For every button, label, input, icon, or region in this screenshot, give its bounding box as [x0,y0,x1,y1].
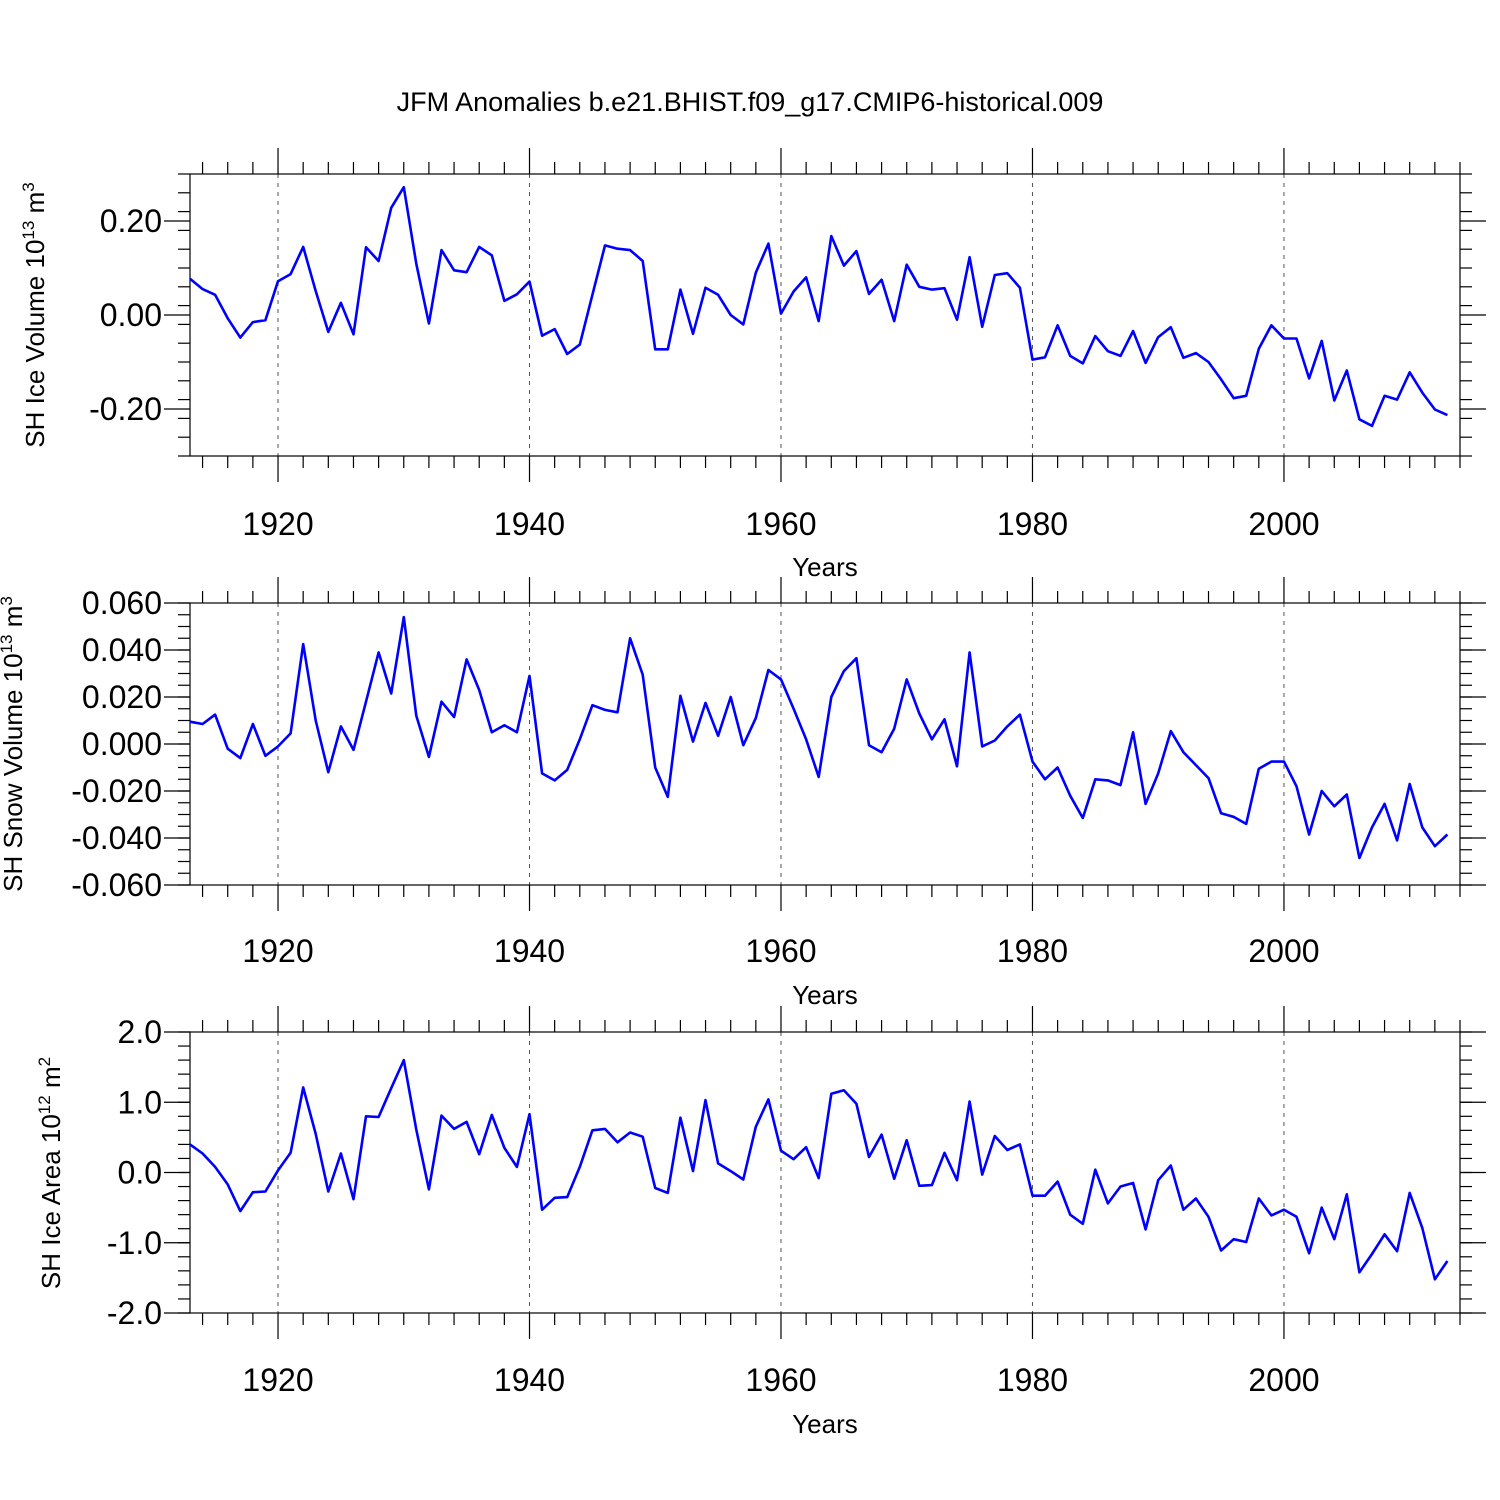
series-line-ice-volume [189,185,1448,428]
y-tick-label: 0.000 [82,726,162,762]
y-tick-label: 0.0 [118,1155,162,1191]
x-tick-label: 1940 [494,1362,565,1398]
x-tick-label: 1980 [997,506,1068,542]
x-tick-label: 2000 [1248,933,1319,969]
x-tick-label: 2000 [1248,1362,1319,1398]
x-tick-label: 2000 [1248,506,1319,542]
x-axis-label: Years [792,552,858,582]
series-line-ice-area [189,1058,1449,1281]
x-tick-label: 1940 [494,506,565,542]
x-tick-label: 1980 [997,1362,1068,1398]
x-tick-label: 1920 [242,933,313,969]
x-tick-label: 1980 [997,933,1068,969]
x-axis-label: Years [792,1409,858,1439]
y-tick-label: -0.020 [71,773,162,809]
y-tick-label: -0.060 [71,867,162,903]
x-tick-label: 1960 [745,933,816,969]
chart-title: JFM Anomalies b.e21.BHIST.f09_g17.CMIP6-… [397,87,1104,117]
y-tick-label: -0.040 [71,820,162,856]
y-tick-label: 0.060 [82,585,162,621]
x-tick-label: 1920 [242,506,313,542]
y-tick-label: 0.020 [82,679,162,715]
plot-frame [189,1031,1461,1314]
x-axis-label: Years [792,980,858,1010]
y-tick-label: -2.0 [107,1295,162,1331]
series-line-snow-volume [189,615,1449,860]
x-tick-label: 1960 [745,506,816,542]
y-axis-label: SH Snow Volume 1013 m3 [0,596,28,892]
x-tick-label: 1940 [494,933,565,969]
chart-panels: -0.20 0.00 0.20 1920 1940 1960 1980 2000 Years SH… [0,148,1486,1439]
y-axis-label: SH Ice Area 1012 m2 [35,1057,66,1289]
y-tick-label: 0.00 [100,297,162,333]
y-axis-label: SH Ice Volume 1013 m3 [19,182,50,447]
plot-frame [189,602,1461,886]
plot-frame [189,173,1461,457]
panel-ice-volume: -0.20 0.00 0.20 1920 1940 1960 1980 2000 Years SH… [19,148,1486,582]
y-tick-label: 1.0 [118,1084,162,1120]
y-tick-label: -1.0 [107,1225,162,1261]
panel-snow-volume: -0.060 -0.040 -0.020 0.000 0.020 0.040 0.060 19… [0,577,1486,1010]
x-tick-label: 1920 [242,1362,313,1398]
y-tick-label: 2.0 [118,1014,162,1050]
y-tick-label: 0.040 [82,632,162,668]
panel-ice-area: -2.0 -1.0 0.0 1.0 2.0 1920 1940 1960 1980 2000 Yea… [35,1006,1486,1439]
x-tick-label: 1960 [745,1362,816,1398]
y-tick-label: -0.20 [89,391,162,427]
y-tick-label: 0.20 [100,203,162,239]
